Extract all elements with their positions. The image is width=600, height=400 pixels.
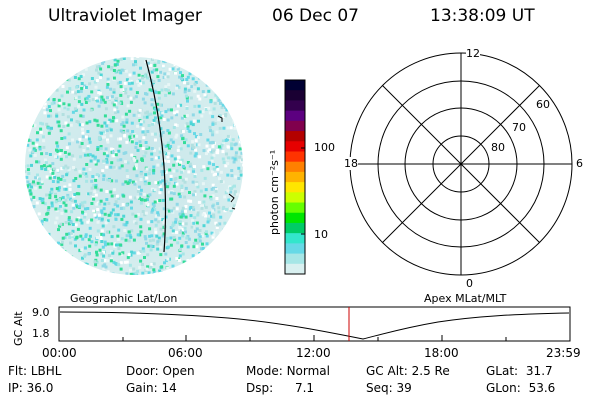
timeline-tick-0600: 06:00 xyxy=(168,346,203,360)
coast-mark xyxy=(231,207,236,210)
timeline-y-min: 1.8 xyxy=(32,327,50,340)
timeline-left-caption: Geographic Lat/Lon xyxy=(70,292,178,305)
glat-readout: GLat: 31.7 xyxy=(486,364,553,378)
coast-mark xyxy=(228,193,235,203)
glon-readout: GLon: 53.6 xyxy=(486,381,556,395)
polar-label-0: 0 xyxy=(466,277,473,290)
door-readout: Door: Open xyxy=(126,364,195,378)
timeline-tick-0000: 00:00 xyxy=(42,346,77,360)
timeline-right-caption: Apex MLat/MLT xyxy=(424,292,507,305)
ip-readout: IP: 36.0 xyxy=(8,381,54,395)
seq-readout: Seq: 39 xyxy=(366,381,412,395)
altitude-timeline xyxy=(58,306,571,342)
instrument-title: Ultraviolet Imager xyxy=(48,6,202,26)
color-scale-bar xyxy=(284,79,306,275)
polar-lat-label-60: 60 xyxy=(536,98,550,111)
polar-lat-label-70: 70 xyxy=(512,121,526,134)
mode-readout: Mode: Normal xyxy=(246,364,330,378)
filter-readout: Flt: LBHL xyxy=(8,364,62,378)
observation-time: 13:38:09 UT xyxy=(430,6,535,26)
coast-mark xyxy=(217,115,223,122)
timeline-tick-1800: 18:00 xyxy=(424,346,459,360)
gain-readout: Gain: 14 xyxy=(126,381,177,395)
color-scale-tick-100: 100 xyxy=(314,141,335,154)
observation-date: 06 Dec 07 xyxy=(272,6,359,26)
polar-label-6: 6 xyxy=(576,157,583,170)
gc-alt-readout: GC Alt: 2.5 Re xyxy=(366,364,450,378)
dsp-readout: Dsp: 7.1 xyxy=(246,381,315,395)
polar-label-12: 12 xyxy=(466,47,480,60)
timeline-tick-1200: 12:00 xyxy=(296,346,331,360)
color-scale-unit-label: photon cm⁻²s⁻¹ xyxy=(268,149,281,235)
timeline-y-max: 9.0 xyxy=(32,306,50,319)
color-scale-tick-10: 10 xyxy=(314,228,328,241)
emission-speckle xyxy=(25,57,243,275)
timeline-axis-label: GC Alt xyxy=(12,311,25,346)
terminator-line xyxy=(145,59,167,253)
polar-label-18: 18 xyxy=(344,157,358,170)
geographic-image xyxy=(25,57,243,275)
polar-lat-label-80: 80 xyxy=(491,141,505,154)
altitude-curve xyxy=(59,311,570,340)
timeline-tick-2359: 23:59 xyxy=(546,346,581,360)
polar-mlat-mlt-grid xyxy=(349,52,573,276)
